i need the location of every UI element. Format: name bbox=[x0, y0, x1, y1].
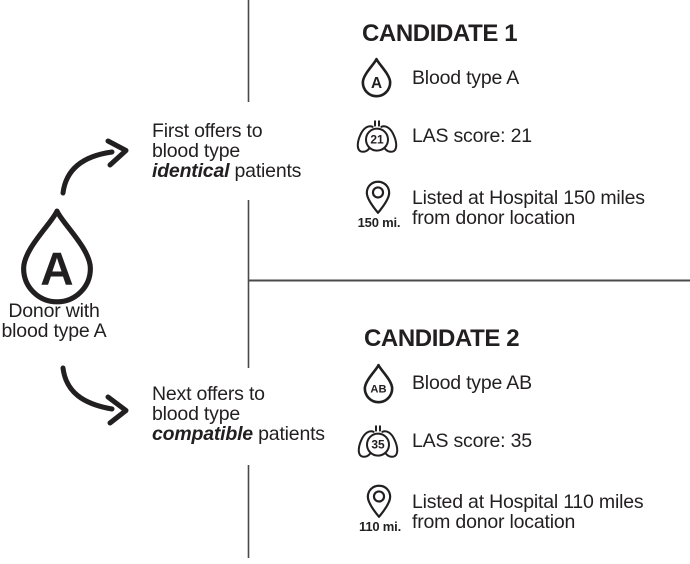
arrow-shaft bbox=[60, 149, 115, 196]
blood-drop-outline bbox=[361, 57, 392, 98]
candidate-1-las-score-label: LAS score: 21 bbox=[412, 125, 532, 147]
pin-outline bbox=[365, 180, 391, 214]
candidate-1-las-score-value: 21 bbox=[370, 133, 384, 147]
arrow-head bbox=[105, 138, 129, 168]
donor-caption-line2: blood type A bbox=[1, 320, 107, 342]
candidate-2-hospital-line2: from donor location bbox=[412, 510, 576, 533]
candidate-1-lungs-icon: 21 bbox=[356, 120, 398, 153]
blood-drop-outline bbox=[21, 208, 93, 305]
candidate-1-hospital-line2: from donor location bbox=[412, 206, 576, 229]
blood-drop-outline bbox=[363, 363, 394, 404]
lungs-outline bbox=[356, 120, 398, 153]
flow-first-line1: First offers to bbox=[152, 120, 263, 142]
candidate-1-blood-type-letter: A bbox=[371, 75, 382, 92]
pin-outline bbox=[366, 484, 392, 518]
flow-first-line2: blood type bbox=[152, 140, 240, 162]
candidate-2-blood-type-label: Blood type AB bbox=[412, 372, 532, 394]
flow-first-line3: identical patients bbox=[152, 161, 301, 181]
flow-next-line1: Next offers to bbox=[152, 383, 265, 405]
candidate-2-blood-type-letter: AB bbox=[370, 384, 386, 396]
pin-inner-circle bbox=[371, 186, 385, 199]
flow-next-line3-rest: patients bbox=[252, 423, 325, 445]
candidate-2-hospital-line1: Listed at Hospital 110 miles bbox=[412, 491, 644, 513]
curved-arrow-first-offer bbox=[60, 138, 129, 196]
lungs-outline bbox=[357, 425, 399, 458]
candidate-2-distance-label: 110 mi. bbox=[359, 519, 401, 534]
candidate-1-distance-label: 150 mi. bbox=[357, 215, 401, 230]
curved-arrow-next-offer bbox=[60, 365, 129, 426]
donor-blood-type-letter: A bbox=[40, 243, 73, 295]
candidate-2-blood-drop-icon: AB bbox=[363, 363, 394, 404]
las-score-circle bbox=[365, 127, 389, 152]
flow-text-first-offer: First offers to blood type identical pat… bbox=[152, 121, 301, 181]
candidate-1-location-pin-icon bbox=[365, 180, 391, 214]
flow-first-emphasis: identical bbox=[152, 160, 230, 182]
candidate-1-blood-type-label: Blood type A bbox=[412, 67, 520, 89]
candidate-2-las-score-value: 35 bbox=[371, 438, 385, 452]
candidate-1-title: CANDIDATE 1 bbox=[362, 20, 518, 47]
las-score-circle bbox=[366, 432, 390, 457]
flow-first-line3-rest: patients bbox=[229, 160, 302, 182]
candidate-2-title: CANDIDATE 2 bbox=[364, 325, 520, 352]
flow-text-next-offer: Next offers to blood type compatible pat… bbox=[152, 384, 325, 444]
candidate-2-location-pin-icon bbox=[366, 484, 392, 518]
flow-next-line2: blood type bbox=[152, 403, 240, 425]
donor-caption-line1: Donor with bbox=[8, 300, 100, 322]
arrow-head bbox=[105, 394, 129, 426]
flow-next-line3: compatible patients bbox=[152, 424, 325, 444]
candidate-1-hospital-label: Listed at Hospital 150 miles from donor … bbox=[412, 187, 645, 229]
candidate-2-las-score-label: LAS score: 35 bbox=[412, 430, 532, 452]
candidate-1-hospital-line1: Listed at Hospital 150 miles bbox=[412, 187, 645, 209]
candidate-2-lungs-icon: 35 bbox=[357, 425, 399, 458]
flow-next-emphasis: compatible bbox=[152, 423, 253, 445]
candidate-1-blood-drop-icon: A bbox=[361, 57, 392, 98]
candidate-2-hospital-label: Listed at Hospital 110 miles from donor … bbox=[412, 491, 644, 533]
pin-inner-circle bbox=[372, 490, 386, 503]
donor-blood-drop-icon: A bbox=[21, 208, 93, 305]
arrow-shaft bbox=[60, 365, 115, 412]
donor-caption: Donor with blood type A bbox=[0, 301, 108, 341]
